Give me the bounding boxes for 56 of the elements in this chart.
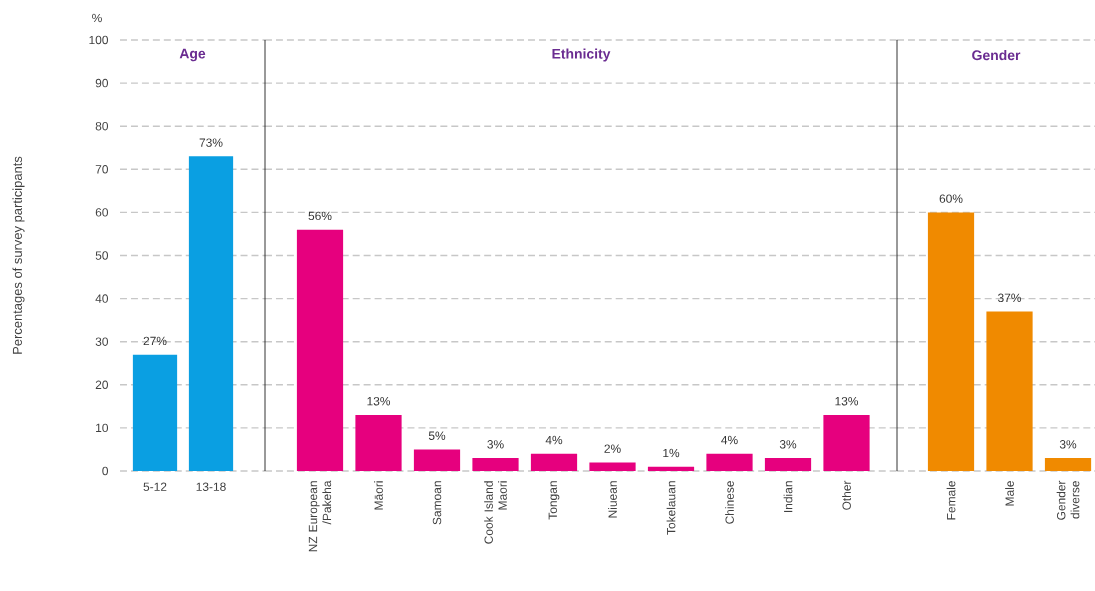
bar: [472, 458, 519, 471]
data-label: 3%: [487, 440, 504, 449]
data-label: 1%: [663, 448, 680, 458]
bar: [296, 229, 344, 471]
x-tick-label: Niuean: [608, 481, 617, 518]
y-tick-label: 60: [95, 208, 109, 217]
x-tick-label: Female: [946, 481, 956, 520]
x-tick-label: Samoan: [432, 481, 442, 525]
data-label: 5%: [428, 431, 446, 440]
bar: [706, 453, 753, 471]
y-axis-title: Percentages of survey participants: [12, 156, 25, 354]
data-label: 2%: [604, 444, 621, 453]
text: %: [92, 13, 102, 23]
bar: [647, 466, 695, 471]
bar: [589, 462, 636, 471]
data-label: 3%: [779, 440, 797, 449]
x-tick-label: 13-18: [196, 482, 226, 491]
y-tick-label: 30: [95, 337, 109, 346]
bar: [355, 414, 402, 471]
x-tick-label: Other: [842, 480, 851, 510]
y-tick-label: 100: [89, 35, 109, 45]
x-tick-label: 5-12: [143, 482, 167, 491]
y-tick-label: 50: [95, 251, 109, 260]
y-tick-label: 0: [102, 466, 109, 476]
y-tick-label: 10: [96, 423, 109, 433]
data-label: 56%: [308, 211, 332, 221]
x-tick-label: Chinese: [725, 481, 734, 524]
x-tick-label: Māori: [374, 481, 383, 510]
data-label: 4%: [545, 435, 563, 445]
text: Ethnicity: [552, 48, 611, 62]
y-tick-label: 80: [95, 121, 109, 131]
text: Age: [179, 48, 206, 62]
x-tick-label: NZ European /Pakeha: [308, 480, 332, 552]
data-label: 13%: [835, 396, 859, 406]
x-tick-label: Cook Island Maori: [484, 481, 507, 544]
x-tick-label: Gender diverse: [1056, 480, 1080, 520]
bar: [764, 458, 812, 471]
x-tick-label: Tongan: [548, 481, 560, 520]
y-tick-label: 20: [95, 380, 109, 390]
y-tick-label: 90: [95, 78, 109, 88]
bar: [823, 414, 870, 471]
data-label: 4%: [721, 435, 738, 445]
data-label: 13%: [367, 396, 391, 406]
data-label: 73%: [199, 138, 223, 147]
x-tick-label: Indian: [783, 481, 793, 512]
x-tick-label: Tokelauan: [666, 481, 676, 535]
data-label: 3%: [1059, 440, 1077, 449]
x-tick-label: Male: [1005, 481, 1014, 506]
text: Gender: [972, 49, 1021, 61]
bar: [530, 453, 578, 471]
y-tick-label: 40: [95, 294, 109, 303]
data-label: 27%: [143, 336, 167, 346]
data-label: 60%: [939, 194, 963, 203]
data-label: 37%: [998, 293, 1022, 302]
bar: [413, 449, 461, 471]
y-tick-label: 70: [95, 165, 109, 174]
